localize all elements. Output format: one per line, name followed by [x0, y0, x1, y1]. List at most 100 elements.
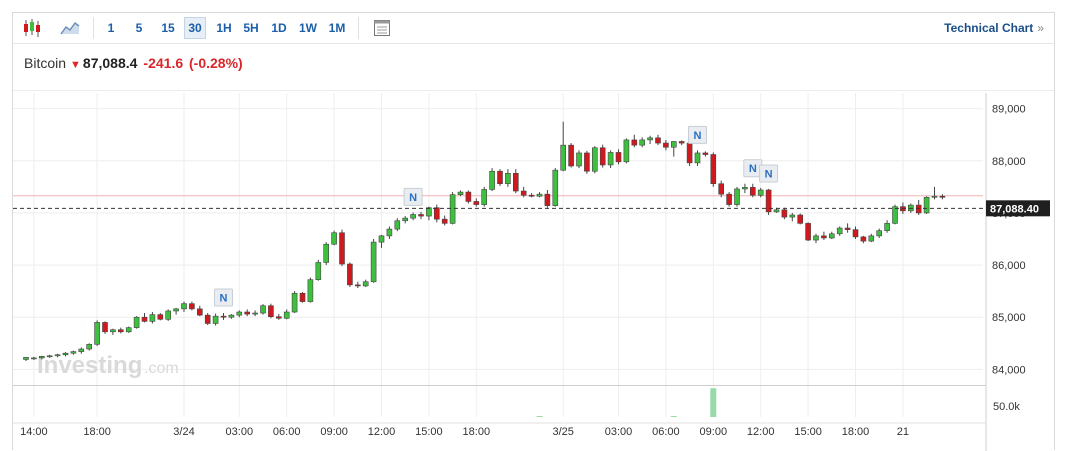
candle-body-up — [505, 173, 511, 185]
candle — [189, 301, 195, 311]
candle — [465, 190, 472, 204]
candle — [805, 222, 811, 242]
candle — [268, 303, 274, 319]
timeframe-1m[interactable]: 1M — [328, 21, 346, 35]
candle-body-up — [46, 355, 53, 358]
candle — [828, 231, 835, 239]
candle — [512, 169, 519, 194]
candle-body-up — [149, 314, 156, 322]
instrument-name: Bitcoin — [24, 55, 67, 71]
x-tick-label: 09:00 — [320, 426, 348, 438]
x-tick-label: 03:00 — [605, 426, 633, 438]
candle — [678, 140, 685, 146]
candle-body-up — [165, 310, 171, 320]
x-tick-label: 12:00 — [368, 426, 396, 438]
timeframe-1h[interactable]: 1H — [216, 21, 232, 35]
candle-body-up — [38, 356, 45, 359]
candle — [647, 135, 653, 145]
candle — [836, 226, 843, 236]
candle — [528, 193, 535, 198]
candle — [623, 138, 630, 164]
area-chart-icon[interactable] — [59, 17, 81, 39]
candle-body-up — [868, 235, 875, 242]
candle — [670, 140, 677, 157]
candle — [852, 226, 859, 239]
candle-body-up — [670, 141, 677, 148]
news-marker-box — [403, 187, 423, 206]
news-marker: N — [214, 288, 233, 307]
candle-body-up — [742, 187, 748, 190]
candle — [31, 356, 37, 360]
timeframe-1w[interactable]: 1W — [299, 21, 317, 35]
last-price-tag — [986, 200, 1050, 217]
candle-body-down — [805, 223, 811, 241]
candle — [710, 152, 717, 187]
candle — [102, 321, 108, 334]
candle-body-down — [765, 189, 772, 213]
candle — [418, 211, 424, 220]
candle — [615, 149, 622, 165]
y-tick-label: 89,000 — [992, 104, 1026, 116]
candlestick-icon[interactable] — [21, 17, 43, 39]
candle — [110, 328, 116, 335]
candle-body-down — [939, 195, 946, 198]
candle — [38, 355, 45, 360]
timeframe-30[interactable]: 30 — [184, 17, 206, 39]
news-marker-label: N — [409, 192, 417, 204]
timeframe-1[interactable]: 1 — [107, 21, 115, 35]
candle — [244, 309, 250, 317]
x-tick-label: 09:00 — [700, 426, 728, 438]
candle — [252, 310, 258, 317]
candle — [876, 228, 883, 238]
candle — [141, 313, 148, 323]
candle — [821, 231, 827, 241]
candle-body-up — [931, 195, 938, 198]
candle-body-up — [734, 188, 740, 205]
candle — [576, 150, 582, 169]
news-marker-box — [688, 125, 707, 144]
x-tick-label: 21 — [897, 426, 909, 438]
timeframe-15[interactable]: 15 — [161, 21, 175, 35]
timeframe-1d[interactable]: 1D — [271, 21, 287, 35]
candle-body-up — [457, 191, 464, 195]
x-tick-label: 03:00 — [226, 426, 254, 438]
candle-body-up — [591, 147, 598, 172]
candle-body-up — [212, 315, 219, 324]
candle — [394, 218, 401, 232]
candle-body-up — [892, 206, 898, 224]
candle — [410, 212, 416, 221]
candle-body-down — [702, 152, 709, 155]
candle — [339, 229, 345, 267]
candle — [347, 262, 353, 287]
candle — [236, 310, 243, 318]
toolbar-divider — [358, 17, 359, 39]
candle — [228, 314, 235, 319]
timeframe-5h[interactable]: 5H — [243, 21, 259, 35]
candle — [354, 281, 361, 289]
table-view-icon[interactable] — [371, 17, 393, 39]
candle — [639, 137, 646, 148]
candle — [54, 353, 61, 358]
candle-body-down — [354, 284, 361, 287]
candle — [663, 139, 669, 151]
candle — [94, 320, 100, 346]
chart-toolbar: 1 5 15 30 1H 5H 1D 1W 1M Technical Chart… — [13, 13, 1054, 44]
timeframe-5[interactable]: 5 — [135, 21, 143, 35]
candle-body-up — [291, 292, 298, 313]
candle-body-down — [204, 314, 211, 324]
candle-body-down — [860, 236, 867, 242]
y-tick-label: 86,000 — [992, 260, 1026, 272]
candle-body-down — [781, 209, 788, 218]
candle — [520, 186, 527, 198]
technical-chart-link[interactable]: Technical Chart» — [944, 21, 1044, 35]
candle-body-up — [370, 241, 377, 283]
candle — [204, 313, 211, 326]
candle — [599, 144, 606, 168]
watermark-suffix: .com — [144, 360, 179, 377]
candle-body-up — [283, 311, 290, 319]
candle — [118, 327, 124, 334]
quote-header: Bitcoin ▼ 87,088.4 -241.6 (-0.28%) — [24, 55, 243, 71]
candlestick-chart[interactable]: 89,00088,00087,00086,00085,00084,00014:0… — [13, 13, 1054, 451]
candle-body-up — [260, 305, 266, 314]
x-tick-label: 14:00 — [20, 426, 48, 438]
